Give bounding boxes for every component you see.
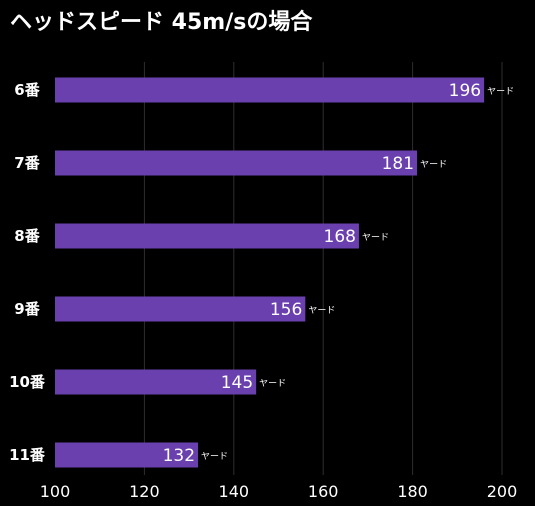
value-label: 145	[221, 373, 253, 393]
category-label: 9番	[14, 300, 40, 318]
bar-2	[55, 150, 418, 176]
category-label: 8番	[14, 227, 40, 245]
x-tick-label: 100	[40, 482, 71, 501]
bar-6	[55, 442, 199, 468]
x-tick-label: 180	[397, 482, 428, 501]
bar-1	[55, 77, 485, 103]
value-label: 156	[270, 300, 302, 320]
unit-label: ヤード	[259, 379, 286, 389]
x-tick-label: 160	[308, 482, 339, 501]
chart-title: ヘッドスピード 45m/sの場合	[10, 10, 313, 35]
x-tick-label: 120	[129, 482, 160, 501]
category-label: 10番	[9, 373, 46, 391]
category-label: 11番	[9, 446, 46, 464]
unit-label: ヤード	[308, 306, 335, 316]
x-tick-label: 200	[487, 482, 518, 501]
unit-label: ヤード	[487, 87, 514, 97]
unit-label: ヤード	[201, 452, 228, 462]
value-label: 132	[163, 446, 195, 466]
bar-5	[55, 369, 257, 395]
unit-label: ヤード	[362, 233, 389, 243]
bar-4	[55, 296, 306, 322]
category-label: 6番	[14, 81, 40, 99]
bar-3	[55, 223, 359, 249]
value-label: 196	[449, 81, 481, 101]
unit-label: ヤード	[420, 160, 447, 170]
x-tick-label: 140	[219, 482, 250, 501]
value-label: 181	[382, 154, 414, 174]
value-label: 168	[324, 227, 356, 247]
category-label: 7番	[14, 154, 40, 172]
